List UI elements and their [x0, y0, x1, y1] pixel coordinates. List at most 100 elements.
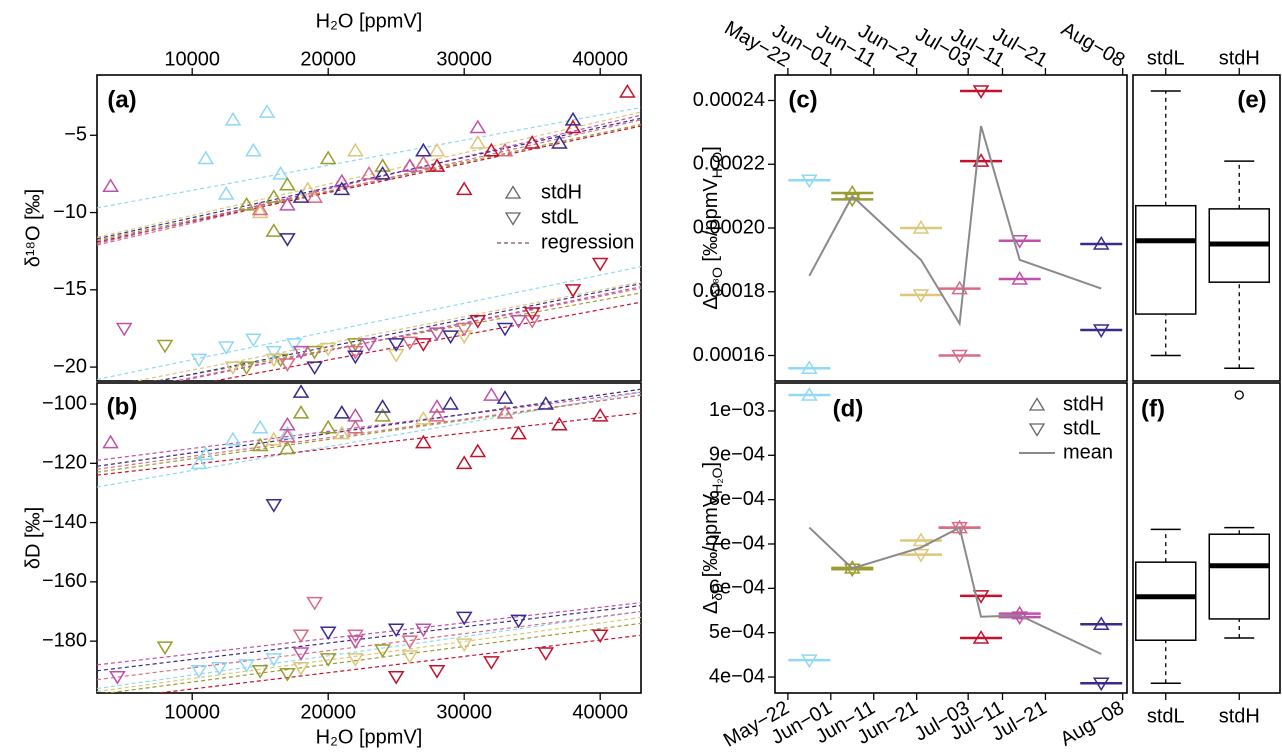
point: [197, 150, 215, 165]
point: [279, 358, 296, 372]
category-label: stdL: [1147, 47, 1185, 69]
point: [156, 641, 174, 656]
point: [251, 665, 269, 679]
point: [292, 189, 310, 203]
y-tick-label: 5e−04: [709, 621, 765, 643]
x-tick-label: 20000: [300, 701, 356, 723]
point: [442, 330, 459, 345]
marker: [912, 220, 930, 234]
point: [190, 665, 208, 679]
regression-line: [97, 610, 641, 690]
point: [251, 419, 269, 434]
point: [102, 178, 119, 193]
point: [258, 104, 276, 118]
panel-label: (e): [1237, 86, 1266, 113]
point: [347, 407, 364, 422]
point: [469, 314, 487, 329]
point: [455, 330, 473, 345]
category-label: stdH: [1219, 47, 1260, 69]
point: [387, 623, 405, 638]
category-label: stdL: [1147, 705, 1185, 727]
point: [347, 419, 364, 434]
regression-line: [97, 119, 641, 246]
point: [306, 361, 323, 376]
plot-area: [97, 384, 641, 693]
legend-label: stdH: [541, 181, 582, 203]
point: [496, 322, 514, 337]
marker: [972, 85, 990, 99]
point: [401, 635, 419, 650]
marker: [1092, 616, 1110, 631]
marker: [801, 360, 818, 374]
point: [279, 667, 296, 682]
point: [211, 662, 228, 676]
point: [442, 396, 459, 410]
regression-line: [97, 123, 641, 241]
marker: [843, 563, 861, 578]
regression-line: [153, 634, 641, 693]
y-tick-label: 0.00022: [693, 153, 765, 175]
y-axis-label-part: [‰/ppmV: [700, 178, 722, 268]
point: [619, 84, 636, 98]
point: [564, 119, 582, 134]
point: [190, 353, 208, 368]
point: [551, 416, 568, 431]
y-tick-label: 6e−04: [709, 577, 765, 599]
y-axis-label-part: δ¹⁸O: [709, 267, 725, 296]
point: [238, 196, 255, 211]
x-tick-label: 30000: [436, 701, 492, 723]
legend-marker: [504, 212, 522, 226]
point: [469, 135, 487, 149]
point: [415, 155, 432, 169]
point: [428, 327, 446, 342]
point: [306, 345, 323, 360]
point: [333, 173, 351, 188]
point: [156, 339, 174, 354]
x-tick-label: 40000: [572, 48, 628, 70]
legend-label: stdH: [1063, 393, 1104, 415]
y-tick-label: −100: [42, 392, 87, 414]
marker: [951, 349, 968, 364]
regression-line: [97, 394, 641, 470]
point: [415, 142, 432, 157]
point: [102, 434, 119, 449]
legend-marker: [1028, 423, 1046, 437]
point: [591, 407, 609, 422]
point: [591, 629, 609, 644]
y-axis-label-part: Δ: [700, 296, 722, 309]
y-tick-label: 1e−03: [709, 399, 765, 421]
regression-line: [97, 111, 641, 238]
regression-line: [171, 287, 641, 381]
point: [510, 614, 527, 629]
regression-line: [155, 283, 641, 381]
regression-line: [97, 391, 641, 488]
point: [428, 158, 446, 172]
y-tick-label: −140: [42, 511, 87, 533]
point: [483, 387, 500, 401]
point: [319, 342, 337, 357]
panel-label: (f): [1141, 395, 1165, 422]
point: [360, 338, 378, 352]
point: [455, 611, 473, 626]
point: [245, 142, 262, 157]
point: [279, 196, 296, 211]
x-tick-label: 40000: [572, 701, 628, 723]
regression-line: [97, 604, 641, 672]
point: [455, 322, 473, 337]
point: [415, 623, 432, 638]
panel-label: (c): [788, 86, 817, 113]
y-tick-label: −160: [42, 570, 87, 592]
point: [224, 111, 242, 126]
point: [319, 626, 337, 641]
point: [591, 257, 609, 272]
y-tick-label: −10: [53, 201, 87, 223]
point: [360, 165, 378, 180]
point: [374, 644, 391, 658]
point: [551, 135, 568, 149]
point: [415, 410, 432, 425]
box: [1135, 561, 1197, 641]
point: [347, 350, 364, 365]
point: [347, 653, 364, 667]
y-tick-label: 4e−04: [709, 665, 765, 687]
